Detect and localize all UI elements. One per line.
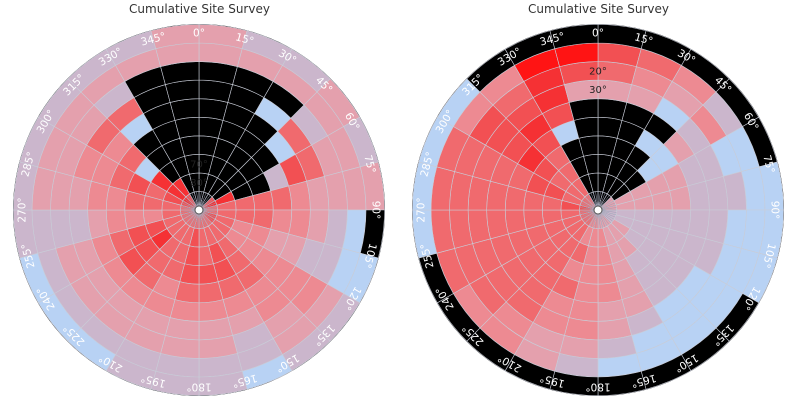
cell-az345-el40	[169, 98, 200, 121]
cell-az165-el40	[198, 299, 229, 322]
cell-az345-el40	[568, 98, 599, 121]
polar-chart-2: Cumulative Site Survey 0° 15° 30° 45° 60° 75°…	[399, 0, 798, 407]
azimuth-label: 75°	[361, 154, 377, 175]
cell-az345-el0	[150, 24, 200, 50]
polar-chart-1: Cumulative Site Survey 0° 15° 30° 45° 60° 75°…	[13, 2, 385, 396]
azimuth-label: 0°	[193, 28, 205, 40]
cell-az165-el40	[597, 299, 628, 322]
center-point	[194, 205, 204, 215]
cell-az180-el40	[568, 299, 599, 322]
azimuth-label: 90°	[370, 201, 382, 220]
azimuth-label: 270°	[416, 197, 428, 222]
cell-az0-el40	[597, 98, 628, 121]
cell-az345-el0	[549, 24, 599, 50]
elevation-label: 30°	[589, 85, 607, 96]
azimuth-label: 75°	[760, 154, 776, 175]
cell-az75-el40	[288, 180, 311, 211]
azimuth-label: 0°	[592, 28, 604, 40]
polar-plot-2: 0° 15°30°45°60°75°90°105°120°135°150°165°…	[412, 24, 784, 396]
azimuth-label: 180°	[585, 381, 610, 393]
cell-az90-el40	[687, 209, 710, 240]
azimuth-label: 15°	[234, 31, 255, 47]
elevation-label: 80°	[190, 178, 208, 189]
chart-title: Cumulative Site Survey	[528, 2, 669, 16]
chart-title: Cumulative Site Survey	[129, 2, 270, 16]
cell-az255-el40	[87, 209, 110, 240]
azimuth-label: 90°	[769, 201, 781, 220]
cell-az180-el40	[169, 299, 200, 322]
azimuth-label: 180°	[186, 381, 211, 393]
elevation-label: 20°	[589, 67, 607, 78]
cell-az270-el40	[87, 180, 110, 211]
azimuth-label: 15°	[633, 31, 654, 47]
azimuth-label: 270°	[17, 197, 29, 222]
cell-az75-el40	[687, 180, 710, 211]
cell-az270-el40	[486, 180, 509, 211]
elevation-label: 70°	[190, 159, 208, 170]
cell-az90-el40	[288, 209, 311, 240]
center-point	[593, 205, 603, 215]
cell-az0-el40	[198, 98, 229, 121]
polar-plot-1: 0° 15°30°45°60°75°90°105°120°135°150°165°…	[13, 24, 385, 396]
cell-az255-el40	[486, 209, 509, 240]
